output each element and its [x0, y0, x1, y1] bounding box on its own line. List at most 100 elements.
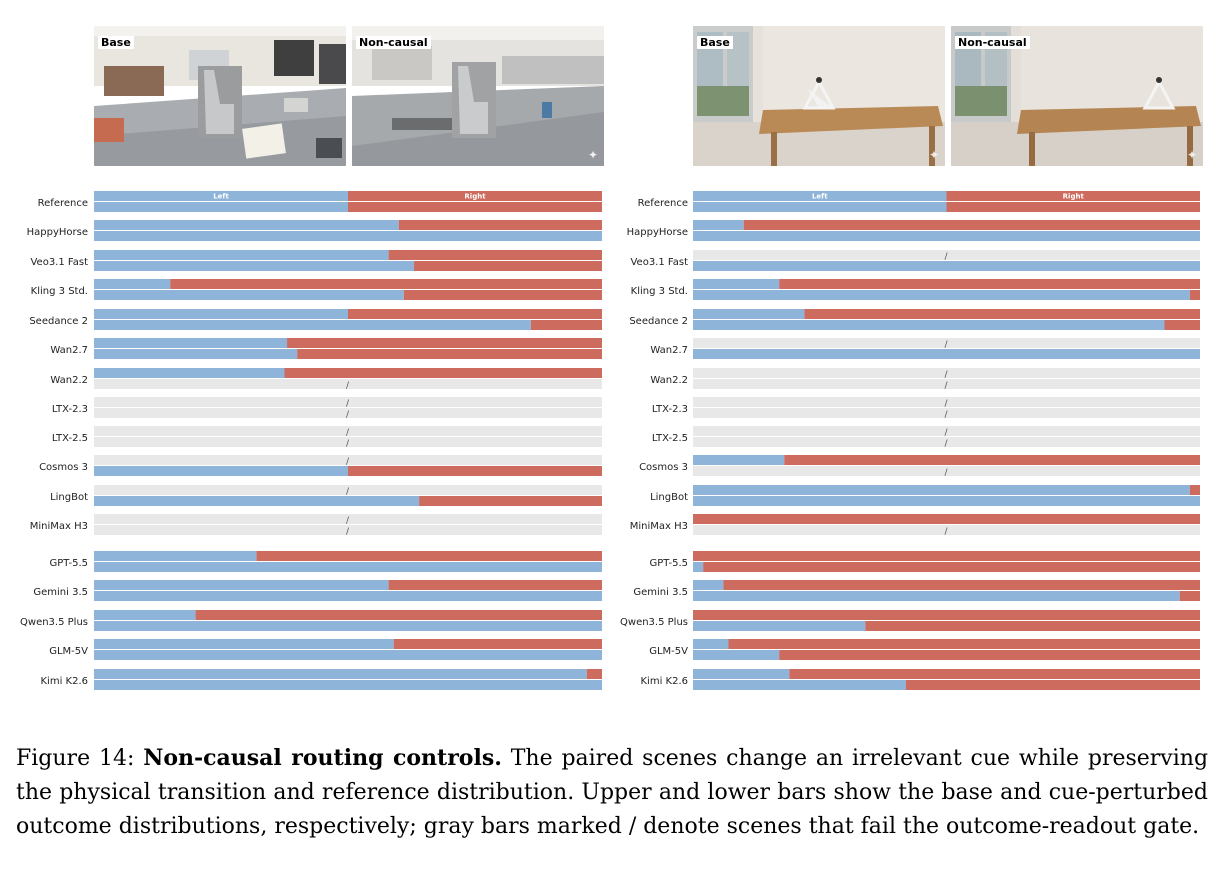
right-panel: Base ✦ Non-causal ✦ Reference Left Right Ha…	[600, 0, 1220, 700]
fail-mark: /	[945, 410, 949, 420]
bar-base-fail	[94, 426, 602, 436]
window-noncausal-image: Non-causal ✦	[951, 26, 1203, 166]
bar-perturbed-left	[94, 680, 602, 690]
fail-mark: /	[945, 439, 949, 449]
bar-base-fail	[693, 368, 1200, 378]
image-label-base: Base	[98, 36, 134, 49]
row-label: Gemini 3.5	[33, 587, 88, 598]
row-label: Reference	[638, 198, 688, 209]
segment-label-left: Left	[812, 193, 828, 201]
caption-prefix: Figure 14:	[16, 746, 144, 771]
bar-perturbed-left	[693, 320, 1165, 330]
row-label: Kimi K2.6	[41, 676, 89, 687]
row-label: Wan2.7	[650, 345, 688, 356]
bar-perturbed-fail	[693, 408, 1200, 418]
row-label: Wan2.7	[50, 345, 88, 356]
row-label: Veo3.1 Fast	[30, 257, 88, 268]
row-label: Cosmos 3	[39, 462, 88, 473]
row-label: MiniMax H3	[30, 521, 88, 532]
sparkle-icon: ✦	[587, 148, 598, 162]
bar-perturbed-left	[94, 650, 602, 660]
row-label: Wan2.2	[50, 375, 88, 386]
segment-label-left: Left	[213, 193, 229, 201]
fail-mark: /	[346, 487, 350, 497]
fail-mark: /	[945, 370, 949, 380]
bar-base-right	[723, 580, 1200, 590]
lab-noncausal-image: Non-causal ✦	[352, 26, 604, 166]
bar-base-left	[94, 551, 257, 561]
bar-base-left	[94, 250, 389, 260]
bar-base-fail	[94, 397, 602, 407]
bar-perturbed-left	[94, 349, 298, 359]
bar-base-right	[1189, 485, 1200, 495]
fail-mark: /	[346, 527, 350, 537]
bar-base-fail	[693, 426, 1200, 436]
fail-mark: /	[945, 252, 949, 262]
bar-perturbed-left	[94, 261, 415, 271]
segment-label-right: Right	[464, 193, 486, 201]
bar-base-fail	[94, 455, 602, 465]
bar-perturbed-right	[1179, 591, 1200, 601]
row-label: Seedance 2	[29, 316, 88, 327]
bar-perturbed-left	[693, 496, 1200, 506]
bar-base-right	[393, 639, 602, 649]
figure-caption: Figure 14: Non-causal routing controls. …	[16, 741, 1208, 844]
bar-perturbed-left	[94, 290, 404, 300]
bar-perturbed-right	[946, 202, 1200, 212]
fail-mark: /	[346, 399, 350, 409]
bar-base-right	[388, 580, 602, 590]
fail-mark: /	[945, 468, 949, 478]
bar-base-left	[693, 455, 785, 465]
fail-mark: /	[945, 428, 949, 438]
bar-perturbed-left	[693, 261, 1200, 271]
bar-perturbed-right	[419, 496, 602, 506]
bar-perturbed-left	[94, 496, 420, 506]
bar-perturbed-right	[530, 320, 602, 330]
bar-perturbed-left	[693, 562, 704, 572]
row-label: Cosmos 3	[639, 462, 688, 473]
bar-perturbed-fail	[693, 437, 1200, 447]
bar-base-fail	[693, 397, 1200, 407]
bar-perturbed-right	[297, 349, 602, 359]
bar-base-left	[94, 580, 389, 590]
bar-base-right	[348, 309, 602, 319]
row-label: GPT-5.5	[50, 558, 88, 569]
row-label: LTX-2.5	[52, 433, 88, 444]
bar-perturbed-left	[693, 650, 780, 660]
bar-base-left	[94, 639, 394, 649]
left-panel: Base Non-causal ✦ Reference Left Right Happ…	[0, 0, 620, 700]
bar-base-left	[693, 639, 729, 649]
bar-base-fail	[94, 514, 602, 524]
row-label: Kimi K2.6	[641, 676, 689, 687]
bar-base-left	[693, 191, 947, 201]
segment-label-right: Right	[1063, 193, 1085, 201]
lab-base-image: Base	[94, 26, 346, 166]
row-label: HappyHorse	[27, 227, 88, 238]
bar-base-left	[94, 279, 171, 289]
row-label: Qwen3.5 Plus	[20, 617, 88, 628]
row-label: Qwen3.5 Plus	[620, 617, 688, 628]
bar-base-left	[94, 669, 587, 679]
row-label: HappyHorse	[627, 227, 688, 238]
image-label-noncausal-right: Non-causal	[955, 36, 1030, 49]
fail-mark: /	[945, 527, 949, 537]
bar-base-left	[94, 191, 348, 201]
bar-base-right	[728, 639, 1200, 649]
bar-base-right	[946, 191, 1200, 201]
image-label-noncausal: Non-causal	[356, 36, 431, 49]
bar-base-right	[784, 455, 1200, 465]
bar-base-right	[348, 191, 602, 201]
bar-perturbed-fail	[94, 408, 602, 418]
row-label: LingBot	[650, 492, 688, 503]
row-label: LTX-2.3	[52, 404, 88, 415]
bar-base-fail	[94, 485, 602, 495]
row-label: Kling 3 Std.	[31, 286, 88, 297]
bar-perturbed-left	[693, 290, 1190, 300]
fail-mark: /	[346, 381, 350, 391]
bar-base-right	[284, 368, 602, 378]
bar-perturbed-right	[1189, 290, 1200, 300]
bar-perturbed-fail	[94, 379, 602, 389]
bar-base-right	[804, 309, 1200, 319]
bar-perturbed-left	[94, 562, 602, 572]
fail-mark: /	[346, 428, 350, 438]
